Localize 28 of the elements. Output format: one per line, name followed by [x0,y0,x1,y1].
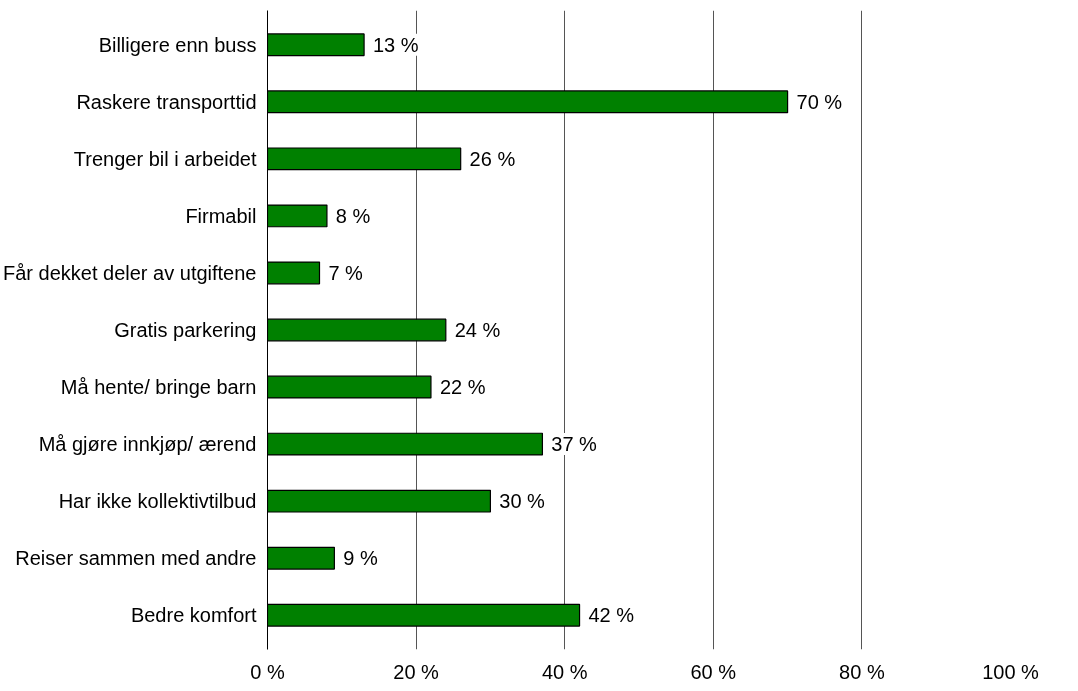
y-tick-label: Må hente/ bringe barn [60,376,257,399]
x-tick-label: 0 % [250,660,285,683]
x-tick-label: 60 % [690,660,737,683]
data-label: 24 % [454,319,501,341]
data-label: 37 % [551,433,598,456]
y-tick-label: Får dekket deler av utgiftene [3,261,257,284]
y-tick-label: Gratis parkering [114,319,257,341]
data-label: 22 % [439,376,486,399]
y-tick-label: Firmabil [185,204,257,227]
y-tick-label: Må gjøre innkjøp/ ærend [38,433,257,456]
y-tick-label: Trenger bil i arbeidet [73,147,257,170]
y-tick-label: Reiser sammen med andre [15,547,257,570]
data-label: 9 % [343,547,378,570]
data-label: 13 % [373,33,419,56]
data-label: 42 % [588,604,635,627]
x-tick-label: 40 % [541,660,588,683]
data-label: 30 % [499,490,546,513]
x-tick-label: 80 % [839,660,885,683]
data-label: 26 % [469,147,516,170]
x-tick-label: 20 % [393,660,440,683]
y-tick-label: Raskere transporttid [76,90,257,113]
y-tick-label: Har ikke kollektivtilbud [58,490,257,513]
data-label: 7 % [328,261,364,284]
y-tick-label: Billigere enn buss [98,33,257,56]
data-label: 70 % [796,90,843,113]
x-tick-label: 100 % [982,660,1040,683]
data-label: 8 % [335,204,371,227]
y-tick-label: Bedre komfort [130,604,257,627]
